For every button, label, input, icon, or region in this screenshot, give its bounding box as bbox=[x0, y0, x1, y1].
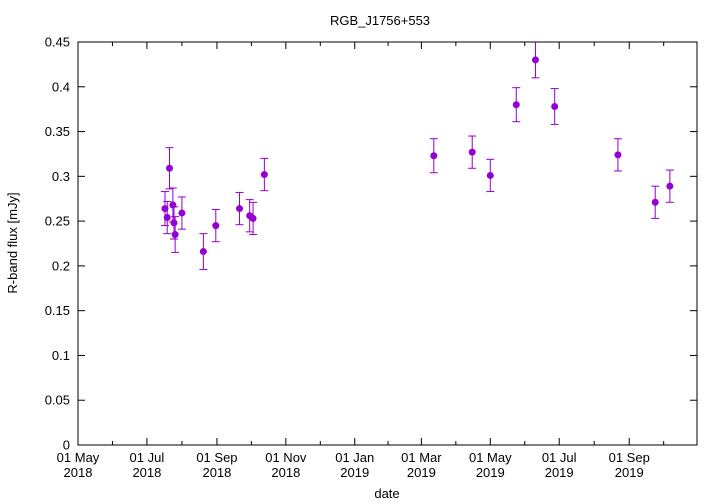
data-point bbox=[165, 164, 173, 172]
data-point bbox=[236, 205, 244, 213]
x-tick-label-year: 2019 bbox=[615, 465, 644, 480]
x-tick-label: 01 Nov bbox=[265, 450, 307, 465]
data-point bbox=[430, 152, 438, 160]
data-point bbox=[212, 222, 220, 230]
x-tick-label-year: 2019 bbox=[476, 465, 505, 480]
data-point bbox=[468, 148, 476, 156]
y-tick-label: 0.45 bbox=[45, 35, 70, 50]
data-points bbox=[160, 41, 674, 270]
data-point bbox=[666, 182, 674, 190]
y-tick-label: 0 bbox=[63, 438, 70, 453]
x-tick-label: 01 Sep bbox=[196, 450, 237, 465]
data-point bbox=[512, 101, 520, 109]
data-point bbox=[161, 205, 169, 213]
x-tick-label: 01 Jul bbox=[130, 450, 165, 465]
y-tick-label: 0.1 bbox=[52, 348, 70, 363]
data-point bbox=[163, 214, 171, 222]
x-tick-label-year: 2019 bbox=[407, 465, 436, 480]
data-point bbox=[171, 231, 179, 239]
x-tick-label: 01 May bbox=[57, 450, 100, 465]
data-point bbox=[486, 171, 494, 179]
x-tick-label-year: 2018 bbox=[202, 465, 231, 480]
y-tick-label: 0.4 bbox=[52, 79, 70, 94]
data-point bbox=[169, 201, 177, 209]
x-tick-label-year: 2019 bbox=[340, 465, 369, 480]
data-point bbox=[651, 198, 659, 206]
data-point bbox=[614, 151, 622, 159]
x-tick-label-year: 2019 bbox=[545, 465, 574, 480]
x-axis-label: date bbox=[374, 486, 399, 501]
data-point bbox=[178, 209, 186, 217]
x-tick-label: 01 Sep bbox=[609, 450, 650, 465]
data-point bbox=[551, 102, 559, 110]
y-tick-label: 0.25 bbox=[45, 214, 70, 229]
y-tick-label: 0.15 bbox=[45, 303, 70, 318]
x-tick-label: 01 Jan bbox=[335, 450, 374, 465]
y-tick-label: 0.3 bbox=[52, 169, 70, 184]
y-tick-label: 0.35 bbox=[45, 124, 70, 139]
chart-title: RGB_J1756+553 bbox=[330, 13, 430, 28]
y-tick-label: 0.2 bbox=[52, 258, 70, 273]
x-tick-label: 01 May bbox=[469, 450, 512, 465]
x-tick-label-year: 2018 bbox=[64, 465, 93, 480]
y-axis-label: R-band flux [mJy] bbox=[5, 192, 20, 293]
x-tick-label-year: 2018 bbox=[132, 465, 161, 480]
x-tick-label: 01 Jul bbox=[542, 450, 577, 465]
data-point bbox=[531, 56, 539, 64]
y-axis-ticks: 0 0.05 0.1 0.15 0.2 0.25 0.3 0.35 0.4 0.45 bbox=[45, 35, 697, 453]
data-point bbox=[260, 171, 268, 179]
x-tick-label-year: 2018 bbox=[271, 465, 300, 480]
data-point bbox=[199, 248, 207, 256]
x-tick-label: 01 Mar bbox=[401, 450, 442, 465]
data-point bbox=[170, 219, 178, 227]
plot-frame bbox=[77, 41, 698, 446]
data-point bbox=[249, 214, 257, 222]
y-tick-label: 0.05 bbox=[45, 393, 70, 408]
